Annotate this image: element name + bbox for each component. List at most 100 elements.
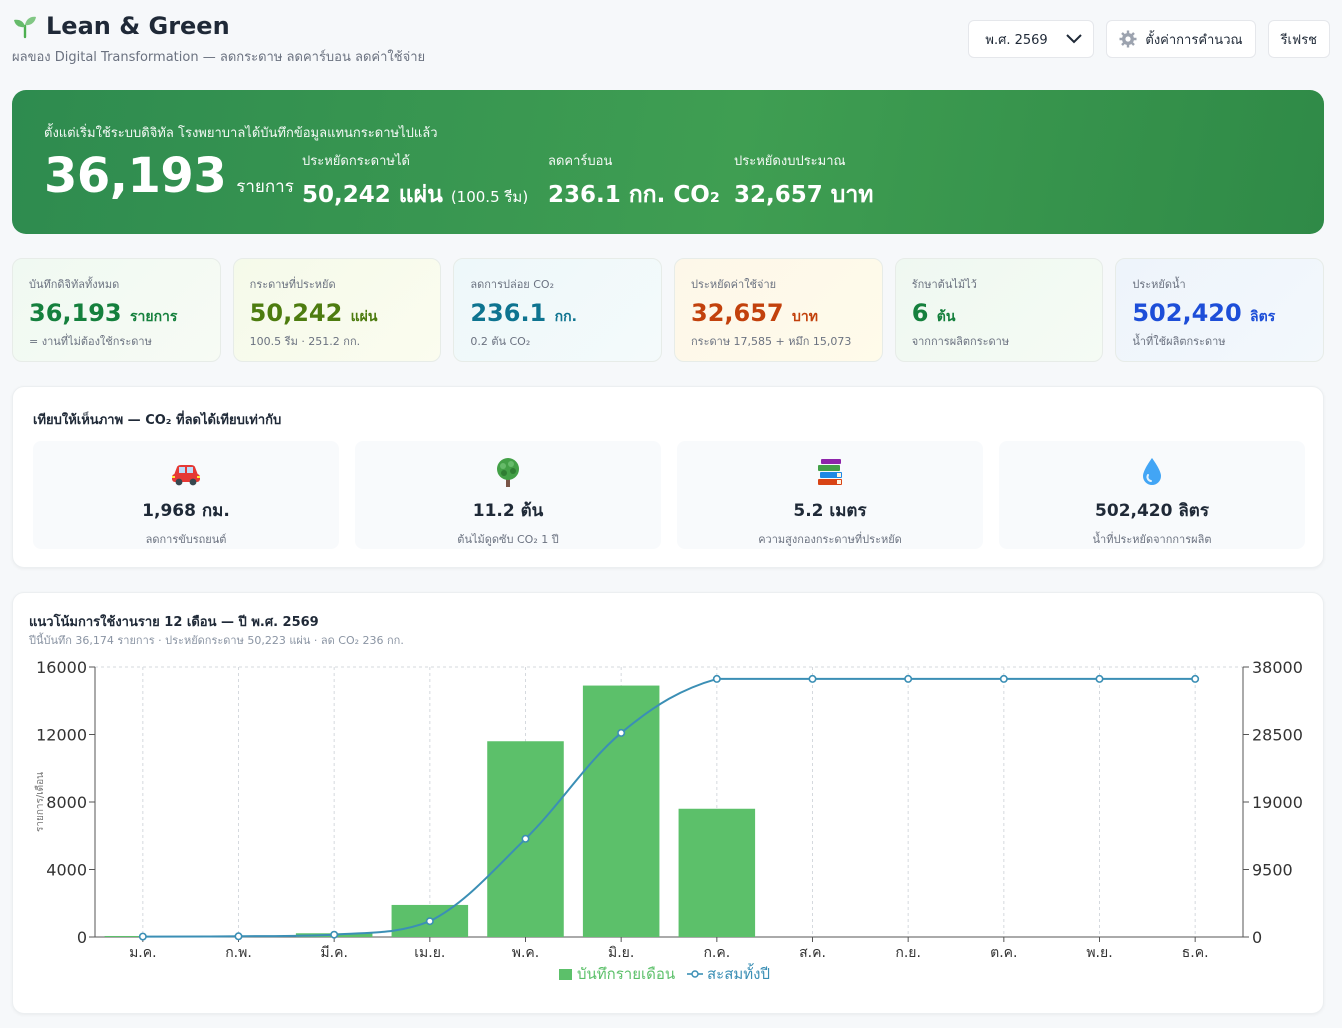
refresh-label: รีเฟรช (1280, 32, 1317, 48)
chevron-down-icon (1066, 34, 1083, 44)
line-point (808, 674, 817, 683)
hero-lead: ตั้งแต่เริ่มใช้ระบบดิจิทัล โรงพยาบาลได้บ… (44, 126, 438, 141)
hero-money-label: ประหยัดงบประมาณ (734, 154, 846, 169)
bar (678, 808, 756, 937)
kpi-value: 50,242 (249, 299, 343, 327)
kpi-value: 236.1 (470, 299, 547, 327)
kpi-sub: 0.2 ตัน CO₂ (470, 335, 531, 348)
y-tick-label: 16000 (36, 658, 87, 677)
hero-paper-label: ประหยัดกระดาษได้ (302, 154, 410, 169)
comparison-tile-water: 502,420 ลิตร น้ำที่ประหยัดจากการผลิต (999, 441, 1305, 549)
y2-tick-label: 9500 (1252, 861, 1293, 880)
kpi-label: รักษาต้นไม้ไว้ (911, 278, 977, 291)
year-select[interactable]: พ.ศ. 2569 (968, 20, 1095, 58)
settings-label: ตั้งค่าการคำนวณ (1145, 32, 1243, 48)
kpi-unit: รายการ (129, 309, 178, 325)
line-point (521, 834, 530, 843)
line-point (1191, 674, 1200, 683)
page-header: Lean & Green ผลของ Digital Transformatio… (12, 12, 1330, 68)
line-point (234, 932, 243, 941)
comparison-value: 502,420 ลิตร (1095, 501, 1209, 521)
hero-paper-value: 50,242 แผ่น (302, 182, 443, 208)
hero-paper: ประหยัดกระดาษได้ 50,242 แผ่น (100.5 รีม) (302, 150, 528, 213)
kpi-label: ลดการปล่อย CO₂ (470, 278, 554, 291)
gear-icon (1119, 30, 1137, 48)
hero-carbon: ลดคาร์บอน 236.1 กก. CO₂ (548, 150, 720, 213)
comparison-tile-tree: 11.2 ต้น ต้นไม้ดูดซับ CO₂ 1 ปี (355, 441, 661, 549)
x-tick-label: ก.ย. (895, 945, 921, 961)
comparison-value: 11.2 ต้น (472, 501, 544, 521)
x-tick-label: ต.ค. (990, 945, 1017, 961)
kpi-label: ประหยัดน้ำ (1132, 278, 1186, 291)
hero-records: 36,193 รายการ (44, 148, 294, 204)
x-tick-label: ก.พ. (225, 945, 252, 961)
y2-tick-label: 0 (1252, 928, 1262, 947)
x-tick-label: ส.ค. (799, 945, 826, 961)
x-tick-label: มี.ค. (320, 945, 348, 961)
kpi-sub: กระดาษ 17,585 + หมึก 15,073 (691, 335, 852, 348)
line-point (1095, 674, 1104, 683)
kpi-unit: กก. (554, 309, 577, 325)
x-tick-label: ธ.ค. (1182, 945, 1209, 961)
kpi-card-trees: รักษาต้นไม้ไว้ 6 ต้น จากการผลิตกระดาษ (894, 258, 1104, 362)
hero-money: ประหยัดงบประมาณ 32,657 บาท (734, 150, 873, 213)
hero-records-unit: รายการ (236, 177, 294, 197)
legend-label-bar: บันทึกรายเดือน (577, 965, 675, 983)
y2-tick-label: 38000 (1252, 658, 1303, 677)
kpi-unit: ต้น (936, 309, 956, 325)
kpi-card-cost: ประหยัดค่าใช้จ่าย 32,657 บาท กระดาษ 17,5… (674, 258, 883, 362)
line-point (999, 674, 1008, 683)
chart-title: แนวโน้มการใช้งานราย 12 เดือน — ปี พ.ศ. 2… (29, 615, 319, 630)
tree-icon (497, 458, 519, 487)
kpi-value: 36,193 (29, 299, 122, 327)
comparison-tile-car: 1,968 กม. ลดการขับรถยนต์ (33, 441, 339, 549)
kpi-sub: 100.5 รีม · 251.2 กก. (249, 335, 361, 348)
co2-comparison-panel: เทียบให้เห็นภาพ — CO₂ ที่ลดได้เทียบเท่าก… (12, 386, 1324, 568)
comparison-sub: ความสูงกองกระดาษที่ประหยัด (758, 533, 902, 546)
brand: Lean & Green (12, 12, 1330, 40)
hero-carbon-value: 236.1 กก. CO₂ (548, 182, 720, 208)
y-tick-label: 12000 (36, 726, 87, 745)
car-icon (172, 465, 200, 486)
kpi-sub: น้ำที่ใช้ผลิตกระดาษ (1132, 335, 1226, 348)
x-tick-label: ก.ค. (703, 945, 730, 961)
seedling-icon (14, 16, 36, 39)
comparison-tile-paper-stack: 5.2 เมตร ความสูงกองกระดาษที่ประหยัด (677, 441, 983, 549)
kpi-card-records: บันทึกดิจิทัลทั้งหมด 36,193 รายการ = งาน… (12, 258, 221, 362)
bar (582, 685, 660, 937)
kpi-value: 32,657 (691, 299, 784, 327)
x-tick-label: ม.ค. (129, 945, 157, 961)
hero-records-value: 36,193 (44, 148, 227, 204)
page-title: Lean & Green (46, 12, 230, 40)
settings-button[interactable]: ตั้งค่าการคำนวณ (1106, 20, 1256, 58)
line-point (330, 930, 339, 939)
comparison-tiles: 1,968 กม. ลดการขับรถยนต์ 11.2 ต้น ต้นไม้… (33, 441, 1305, 549)
hero-paper-note: (100.5 รีม) (450, 188, 529, 206)
comparison-value: 1,968 กม. (142, 501, 230, 521)
x-tick-label: พ.ย. (1086, 945, 1112, 961)
legend-swatch-point (691, 970, 699, 978)
y-tick-label: 8000 (46, 793, 87, 812)
page-subtitle: ผลของ Digital Transformation — ลดกระดาษ … (12, 50, 426, 65)
comparison-sub: ลดการขับรถยนต์ (145, 533, 227, 546)
legend-swatch-bar (559, 969, 572, 980)
chart-subtitle: ปีนี้บันทึก 36,174 รายการ · ประหยัดกระดา… (29, 634, 404, 647)
line-point (617, 728, 626, 737)
hero-carbon-label: ลดคาร์บอน (548, 154, 613, 169)
kpi-label: กระดาษที่ประหยัด (249, 278, 336, 291)
kpi-unit: ลิตร (1250, 309, 1276, 325)
kpi-cards: บันทึกดิจิทัลทั้งหมด 36,193 รายการ = งาน… (12, 258, 1325, 362)
y-axis-label: รายการ/เดือน (34, 772, 46, 832)
line-point (712, 674, 721, 683)
y-tick-label: 4000 (46, 861, 87, 880)
line-point (425, 917, 434, 926)
books-icon (818, 459, 842, 485)
refresh-button[interactable]: รีเฟรช (1267, 20, 1330, 58)
header-controls: พ.ศ. 2569 ตั้งค่าการคำนวณ รีเฟรช (968, 20, 1330, 58)
kpi-unit: แผ่น (350, 309, 378, 325)
kpi-label: บันทึกดิจิทัลทั้งหมด (29, 278, 120, 291)
hero-money-value: 32,657 บาท (734, 182, 874, 208)
y2-tick-label: 28500 (1252, 726, 1303, 745)
kpi-card-co2: ลดการปล่อย CO₂ 236.1 กก. 0.2 ตัน CO₂ (453, 258, 663, 362)
x-tick-label: พ.ค. (512, 945, 540, 961)
